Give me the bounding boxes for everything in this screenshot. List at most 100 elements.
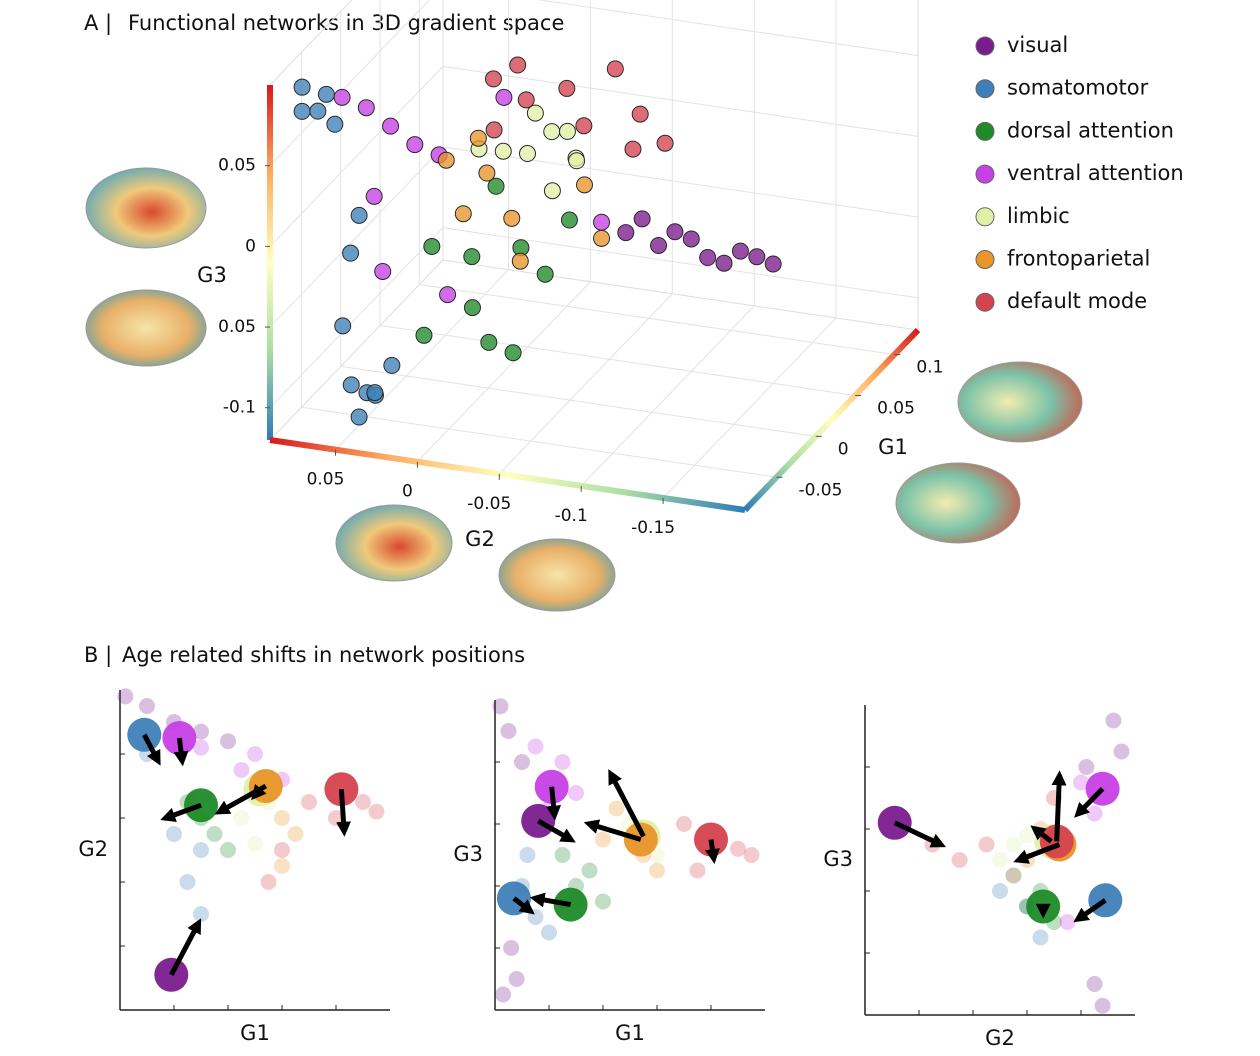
shift-arrow <box>529 892 572 908</box>
data-point <box>166 826 182 842</box>
shift-arrow <box>1074 786 1105 818</box>
x-tick-label: 0 <box>838 439 849 459</box>
z-tick-label: 0.05 <box>218 317 256 337</box>
legend-label: default mode <box>1007 289 1147 313</box>
data-point <box>478 164 496 182</box>
legend-marker <box>975 79 995 99</box>
data-point <box>682 230 700 248</box>
data-point <box>543 182 561 200</box>
data-point <box>1113 743 1130 760</box>
shift-arrow <box>536 818 576 843</box>
data-point <box>699 249 717 267</box>
data-point <box>1005 867 1022 884</box>
axis-label: G1 <box>878 435 908 459</box>
data-point <box>463 248 481 266</box>
grid-line <box>536 0 919 57</box>
axis-box <box>442 259 919 331</box>
axis-label: G2 <box>78 837 108 861</box>
data-point <box>117 688 134 705</box>
grid-line <box>442 146 919 218</box>
data-point <box>309 102 327 120</box>
axis-box <box>269 259 444 441</box>
data-point <box>509 56 527 74</box>
data-point <box>350 206 368 224</box>
data-point <box>541 924 557 941</box>
data-point <box>374 262 392 280</box>
data-point <box>1078 759 1095 775</box>
data-point <box>495 986 512 1003</box>
data-point <box>527 738 544 755</box>
data-point <box>656 134 674 152</box>
shift-arrow <box>160 802 202 822</box>
axis-line <box>742 327 921 513</box>
y-tick-label: -0.15 <box>631 518 675 538</box>
data-point <box>500 723 517 739</box>
brain-map <box>957 361 1083 443</box>
data-point <box>293 78 311 96</box>
data-point <box>437 151 455 169</box>
legend-label: dorsal attention <box>1007 118 1174 142</box>
data-point <box>1005 836 1022 853</box>
data-point <box>382 117 400 135</box>
data-point <box>317 85 335 103</box>
data-point <box>514 754 530 770</box>
data-point <box>503 209 521 227</box>
data-point <box>689 862 706 879</box>
data-point <box>260 874 277 890</box>
data-point <box>293 102 311 120</box>
data-point <box>383 356 401 374</box>
y-tick-label: -0.1 <box>555 506 588 526</box>
data-point <box>406 136 424 154</box>
data-point <box>527 909 544 925</box>
axis-label: G2 <box>465 527 495 551</box>
brain-map <box>85 289 207 367</box>
chart-title: Age related shifts in network positions <box>122 643 525 667</box>
data-point <box>487 177 505 195</box>
data-point <box>503 940 520 956</box>
z-tick-label: 0 <box>245 236 256 256</box>
data-point <box>342 376 360 394</box>
grid-line <box>380 324 856 396</box>
data-point <box>274 842 290 858</box>
shift-arrow <box>893 820 947 848</box>
data-point <box>519 847 536 863</box>
x-tick-label: 0.05 <box>877 398 915 418</box>
data-point <box>193 739 209 756</box>
brain-map <box>85 167 207 249</box>
grid-line <box>269 0 430 167</box>
data-point <box>558 122 576 140</box>
data-point <box>593 213 611 231</box>
grid-line <box>417 281 591 463</box>
legend-marker <box>975 164 995 184</box>
data-point <box>536 265 554 283</box>
data-point <box>439 286 457 304</box>
data-point <box>978 836 995 853</box>
data-point <box>606 60 624 78</box>
panel-label: A | <box>84 11 112 36</box>
legend-label: frontoparietal <box>1007 247 1150 271</box>
data-point <box>301 794 317 810</box>
data-point <box>1073 774 1089 791</box>
data-point <box>494 142 512 160</box>
data-point <box>595 831 611 848</box>
chart-title: Functional networks in 3D gradient space <box>128 11 564 35</box>
data-point <box>951 852 968 868</box>
data-point <box>220 842 236 858</box>
legend-marker <box>975 250 995 269</box>
data-point <box>368 803 385 820</box>
data-point <box>333 88 351 106</box>
data-point <box>575 117 593 135</box>
data-point <box>543 123 561 141</box>
data-point <box>1086 805 1103 822</box>
y-tick-label: -0.05 <box>467 494 511 514</box>
grid-line <box>340 365 816 437</box>
data-point <box>247 746 263 762</box>
shift-arrow <box>1051 770 1067 842</box>
data-point <box>743 847 760 863</box>
brain-map <box>895 462 1021 544</box>
axis-line <box>269 437 746 513</box>
grid-line <box>498 293 673 475</box>
axis-label: G3 <box>453 842 483 866</box>
shift-arrow <box>512 896 535 915</box>
data-point <box>608 800 625 817</box>
